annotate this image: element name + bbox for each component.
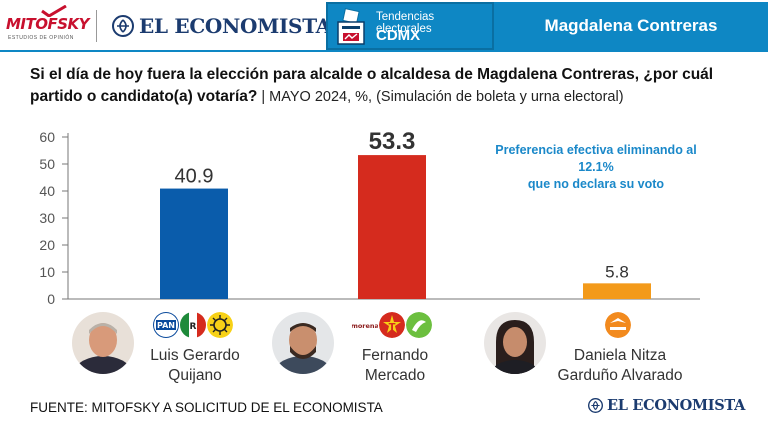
- candidate-photo-quijano: [72, 312, 134, 374]
- question-meta: | MAYO 2024, %, (Simulación de boleta y …: [257, 89, 624, 105]
- check-mark-icon: [41, 5, 67, 17]
- candidate-name-garduno: Daniela Nitza Garduño Alvarado: [557, 347, 683, 384]
- municipality-banner: Magdalena Contreras: [494, 2, 768, 50]
- header-divider: [96, 10, 97, 42]
- party-logo-movimiento-ciudadano: [605, 312, 631, 338]
- footer-wordmark: EL ECONOMISTA: [607, 397, 746, 414]
- source-footnote: FUENTE: MITOFSKY A SOLICITUD DE EL ECONO…: [30, 400, 383, 415]
- party-logo-pt: T: [379, 312, 405, 338]
- party-logo-pan: PAN: [153, 312, 179, 338]
- y-tick-label: 10: [39, 264, 55, 280]
- header-bar: MITOFSKY ESTUDIOS DE OPINIÓN EL ECONOMIS…: [0, 0, 768, 52]
- footer-globe-icon: [588, 398, 603, 413]
- bar-value-label: 5.8: [605, 262, 629, 281]
- bar-value-label: 40.9: [175, 166, 214, 188]
- party-logo-morena: morena: [352, 312, 378, 338]
- mitofsky-tagline: ESTUDIOS DE OPINIÓN: [8, 35, 74, 41]
- candidate-name-mercado: Fernando Mercado: [361, 347, 429, 384]
- candidate-name-quijano: Luis Gerardo Quijano: [150, 347, 240, 384]
- y-tick-label: 40: [39, 183, 55, 199]
- footer-el-economista-logo: EL ECONOMISTA: [588, 397, 745, 414]
- candidate-photo-garduno: [484, 312, 546, 374]
- municipality-label: Magdalena Contreras: [544, 16, 718, 35]
- bar: [583, 283, 651, 299]
- y-tick-label: 20: [39, 237, 55, 253]
- svg-text:T: T: [389, 322, 396, 333]
- y-tick-label: 60: [39, 129, 55, 145]
- mitofsky-logo: MITOFSKY ESTUDIOS DE OPINIÓN: [6, 5, 90, 45]
- mitofsky-wordmark: MITOFSKY: [6, 15, 90, 33]
- el-economista-wordmark: EL ECONOMISTA: [139, 14, 331, 38]
- survey-question: Si el día de hoy fuera la elección para …: [30, 64, 750, 108]
- el-economista-globe-icon: [112, 15, 134, 37]
- svg-text:R: R: [190, 322, 197, 332]
- y-tick-label: 50: [39, 156, 55, 172]
- section-subtitle: CDMX: [376, 27, 421, 44]
- section-badge: Tendencias electorales CDMX: [326, 2, 494, 50]
- party-logo-prd: [207, 312, 233, 338]
- chart-note-line2: que no declara su voto: [527, 177, 665, 191]
- y-tick-label: 0: [47, 291, 55, 307]
- el-economista-logo: EL ECONOMISTA: [112, 12, 331, 40]
- chart-note: Preferencia efectiva eliminando al 12.1%…: [476, 142, 716, 193]
- section-title: Tendencias electorales: [376, 11, 435, 35]
- chart-note-line1: Preferencia efectiva eliminando al 12.1%: [495, 143, 697, 174]
- bar: [160, 188, 228, 299]
- party-logo-pvem: [406, 312, 432, 338]
- bar-value-label: 53.3: [369, 128, 416, 155]
- question-text: Si el día de hoy fuera la elección para …: [30, 66, 714, 105]
- svg-text:morena: morena: [352, 322, 378, 330]
- candidate-photo-mercado: [272, 312, 334, 374]
- bar: [358, 155, 426, 299]
- party-logo-pri: R: [180, 312, 206, 338]
- ballot-box-icon: [337, 8, 365, 45]
- svg-text:PAN: PAN: [157, 321, 175, 330]
- y-tick-label: 30: [39, 210, 55, 226]
